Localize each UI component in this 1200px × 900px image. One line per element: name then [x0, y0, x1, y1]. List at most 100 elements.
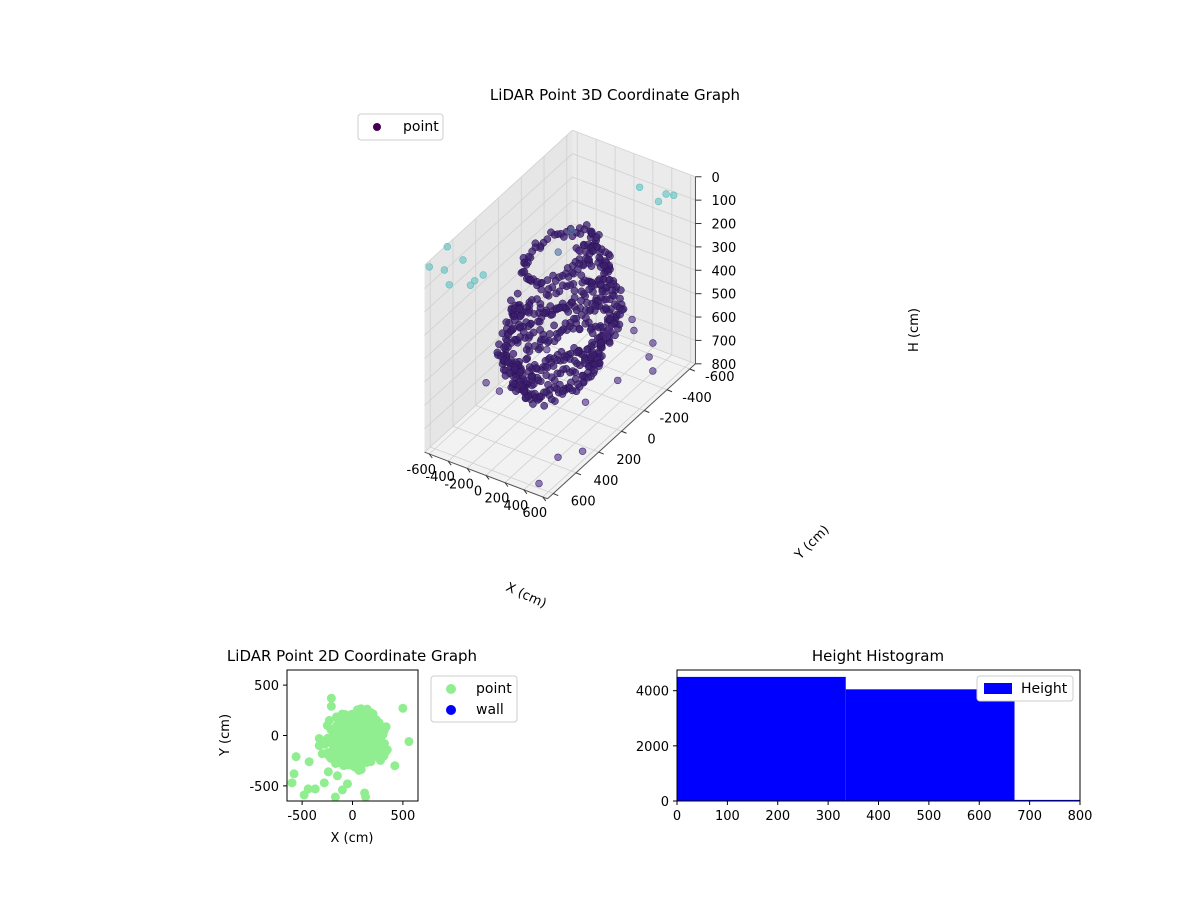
point-3d: [493, 348, 502, 357]
point-3d: [525, 347, 534, 356]
point-2d: [317, 749, 327, 759]
point-3d-outlier: [443, 243, 451, 251]
point-2d: [357, 755, 367, 765]
tick-label-y: -500: [249, 780, 279, 795]
point-3d: [606, 252, 614, 260]
point-3d-outlier: [578, 447, 587, 455]
tick-label-x: -400: [425, 470, 455, 485]
chart-histogram: Height Histogram 0 100 200 300 400 500 600 700 8…: [636, 647, 1093, 824]
tick-mark-y: [644, 410, 650, 413]
tick-label-x: 500: [390, 809, 415, 824]
point-3d: [536, 326, 544, 334]
point-2d: [404, 737, 414, 747]
point-3d: [576, 230, 585, 238]
point-3d-outlier: [576, 247, 584, 256]
point-2d: [378, 751, 388, 761]
tick-label-y: 0: [647, 432, 655, 447]
tick-mark-x: [485, 475, 490, 480]
point-3d: [553, 333, 562, 342]
chart-3d-legend: point: [357, 113, 444, 141]
point-3d: [577, 311, 586, 319]
point-3d: [610, 319, 618, 328]
tick-label-x: 400: [866, 809, 891, 824]
point-3d-outlier: [554, 248, 562, 256]
tick-label-x: 600: [967, 809, 992, 824]
tick-label-z: 700: [711, 334, 736, 349]
point-3d: [575, 325, 584, 334]
point-2d: [364, 745, 374, 755]
point-2d: [398, 703, 408, 713]
point-3d: [507, 296, 515, 305]
histogram-bar: [1014, 799, 1080, 801]
point-2d: [326, 693, 336, 703]
point-3d: [522, 261, 531, 269]
point-3d: [516, 333, 524, 341]
point-2d: [310, 784, 320, 794]
point-3d-outlier: [495, 387, 504, 395]
point-3d: [561, 319, 570, 328]
point-3d: [522, 355, 531, 364]
tick-label-x: 700: [1017, 809, 1042, 824]
point-3d-outlier: [654, 197, 663, 206]
point-2d: [326, 701, 336, 711]
chart-2d: LiDAR Point 2D Coordinate Graph -500 0 500…: [218, 647, 518, 846]
point-3d: [545, 330, 554, 338]
point-2d: [372, 716, 382, 726]
point-3d: [524, 367, 533, 376]
point-3d: [524, 308, 533, 317]
histogram-bars: [677, 676, 1080, 801]
tick-label-x: 400: [503, 499, 528, 514]
point-3d: [605, 339, 614, 347]
tick-label-z: 200: [711, 218, 736, 233]
point-3d: [566, 368, 574, 377]
point-3d-outlier: [482, 379, 490, 387]
tick-label-y: 200: [616, 453, 641, 468]
grid-line-z: [424, 246, 573, 383]
point-2d: [390, 761, 400, 771]
chart-2d-ticks: -500 0 500 -500 0 500: [249, 679, 415, 824]
point-2d: [349, 754, 359, 764]
point-3d: [557, 326, 566, 335]
point-3d: [596, 280, 605, 289]
grid-line-z: [424, 153, 573, 289]
point-2d: [378, 729, 388, 739]
legend-marker-height: [984, 683, 1012, 694]
point-3d: [509, 349, 518, 358]
tick-mark-x: [428, 453, 433, 459]
tick-mark-x: [523, 489, 528, 495]
point-3d-outlier: [649, 367, 657, 375]
point-2d: [332, 712, 342, 722]
point-3d: [521, 393, 530, 402]
grid-line-y: [475, 405, 599, 453]
point-3d-outlier: [613, 376, 622, 385]
point-3d: [560, 356, 568, 364]
point-3d: [547, 395, 556, 404]
tick-label-x: 0: [474, 484, 482, 499]
tick-label-x: 800: [1068, 809, 1093, 824]
histogram-bar: [845, 689, 1015, 801]
tick-label-z: 800: [711, 358, 736, 373]
point-3d: [587, 262, 596, 270]
tick-mark-y: [666, 389, 673, 393]
point-3d-outlier: [605, 325, 614, 333]
tick-label-x: 500: [916, 809, 941, 824]
point-3d: [552, 289, 561, 298]
point-2d: [342, 779, 352, 789]
point-3d: [535, 392, 544, 401]
point-2d: [352, 736, 362, 746]
tick-label-y: 400: [594, 474, 619, 489]
point-2d: [287, 778, 297, 788]
point-3d-outlier: [554, 453, 562, 461]
tick-label-x: 0: [348, 809, 356, 824]
point-3d: [583, 345, 591, 354]
point-3d: [578, 278, 587, 287]
point-2d: [368, 709, 378, 719]
point-3d: [509, 324, 517, 333]
point-3d: [570, 357, 579, 365]
point-3d-outlier: [425, 263, 433, 271]
point-3d: [540, 335, 549, 344]
point-3d: [584, 255, 592, 264]
tick-mark-y: [575, 472, 582, 476]
tick-mark-x: [447, 460, 452, 466]
point-3d-outlier: [669, 191, 678, 199]
